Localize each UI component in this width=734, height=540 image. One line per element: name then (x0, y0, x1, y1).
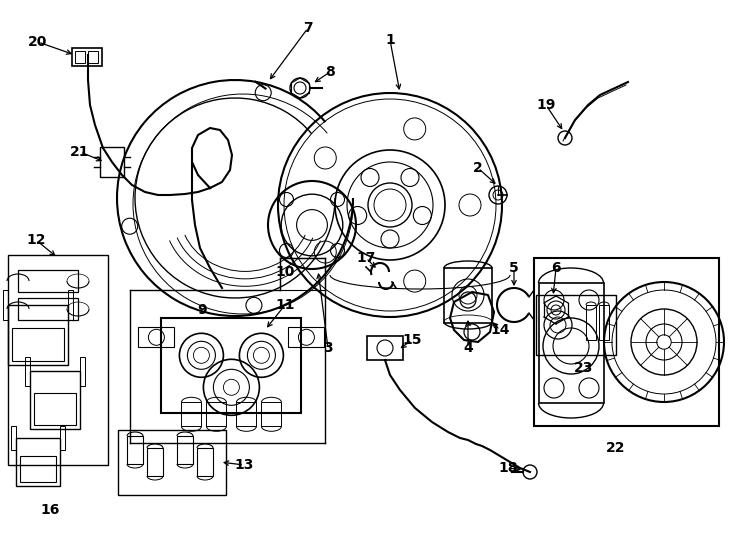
Text: 3: 3 (323, 341, 333, 355)
Text: 11: 11 (275, 298, 295, 312)
Text: 18: 18 (498, 461, 517, 475)
Bar (16, 438, 60, 486)
Bar (20, 456, 56, 482)
Bar (11, 426, 16, 450)
Bar (206, 402, 226, 426)
Text: 9: 9 (197, 303, 207, 317)
Bar (60, 426, 65, 450)
Text: 21: 21 (70, 145, 90, 159)
Bar (88, 51, 98, 63)
Bar (139, 327, 175, 347)
Text: 15: 15 (402, 333, 422, 347)
Bar (18, 298, 78, 320)
Text: 4: 4 (463, 341, 473, 355)
Bar (72, 48, 102, 66)
Bar (68, 290, 73, 320)
Bar (236, 402, 256, 426)
Bar (75, 51, 85, 63)
Bar (539, 283, 604, 403)
Bar (3, 290, 8, 320)
Bar (8, 255, 108, 465)
Bar (367, 336, 403, 360)
Bar (161, 318, 302, 413)
Bar (261, 402, 281, 426)
Text: 17: 17 (356, 251, 376, 265)
Text: 1: 1 (385, 33, 395, 47)
Text: 13: 13 (234, 458, 254, 472)
Text: 10: 10 (275, 265, 294, 279)
Bar (536, 295, 616, 355)
Text: 7: 7 (303, 21, 313, 35)
Bar (12, 328, 64, 361)
Bar (8, 305, 68, 365)
Bar (18, 270, 78, 292)
Text: 23: 23 (574, 361, 594, 375)
Bar (288, 327, 324, 347)
Bar (534, 258, 719, 426)
Bar (181, 402, 201, 426)
Text: 19: 19 (537, 98, 556, 112)
Text: 6: 6 (551, 261, 561, 275)
Bar (100, 147, 124, 177)
Text: 14: 14 (490, 323, 509, 337)
Bar (25, 357, 30, 386)
Bar (197, 448, 213, 476)
Bar (127, 436, 143, 464)
Bar (177, 436, 193, 464)
Bar (444, 268, 492, 323)
Text: 16: 16 (40, 503, 59, 517)
Text: 2: 2 (473, 161, 483, 175)
Bar (599, 305, 609, 340)
Text: 5: 5 (509, 261, 519, 275)
Text: 12: 12 (26, 233, 46, 247)
Text: 8: 8 (325, 65, 335, 79)
Bar (147, 448, 163, 476)
Bar (34, 393, 76, 425)
Bar (80, 357, 85, 386)
Bar (586, 305, 596, 340)
Text: 20: 20 (29, 35, 48, 49)
Bar (30, 371, 80, 429)
Bar (118, 430, 226, 495)
Text: 22: 22 (606, 441, 626, 455)
Bar (280, 258, 325, 290)
